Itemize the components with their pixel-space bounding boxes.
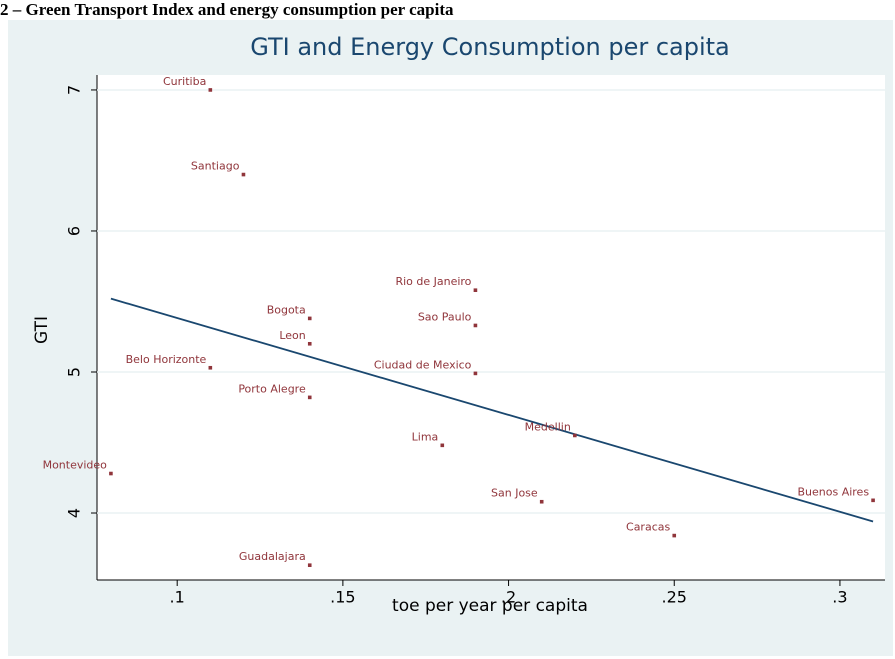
point	[573, 433, 577, 438]
point-label: Ciudad de Mexico	[374, 358, 472, 371]
x-tick-label: .25	[662, 588, 687, 607]
plot-area	[97, 75, 885, 580]
x-axis-label: toe per year per capita	[392, 596, 588, 616]
point	[208, 88, 213, 92]
y-tick-label: 7	[65, 85, 84, 95]
point-label: Curitiba	[163, 75, 206, 88]
point-label: Rio de Janeiro	[395, 275, 471, 288]
y-tick-label: 6	[65, 226, 84, 236]
point-label: Porto Alegre	[238, 382, 306, 395]
point-label: Caracas	[626, 521, 670, 534]
fit-line	[110, 297, 874, 523]
point	[208, 365, 213, 370]
point	[473, 371, 478, 376]
x-tick-label: .3	[832, 588, 847, 607]
point	[871, 498, 875, 503]
point	[473, 288, 478, 292]
point	[307, 395, 312, 400]
point	[440, 443, 445, 448]
x-tick-label: .1	[170, 588, 185, 607]
point-label: Buenos Aires	[797, 485, 869, 498]
y-axis-label: GTI	[32, 316, 52, 344]
point-label: Lima	[412, 430, 439, 443]
point-label: Montevideo	[43, 459, 108, 472]
point	[473, 323, 478, 328]
x-tick-label: .2	[501, 588, 516, 607]
point	[307, 316, 312, 321]
point-label: Santiago	[191, 160, 240, 173]
caption: 2 – Green Transport Index and energy con…	[0, 0, 454, 19]
point-label: Leon	[279, 329, 305, 342]
point-label: Bogota	[267, 303, 306, 316]
point-label: Belo Horizonte	[126, 353, 207, 366]
point	[307, 341, 312, 346]
y-tick-label: 4	[65, 508, 84, 518]
point	[307, 563, 312, 567]
chart-title: GTI and Energy Consumption per capita	[250, 33, 730, 61]
x-tick-label: .15	[330, 588, 355, 607]
point	[109, 471, 113, 476]
point	[539, 499, 544, 504]
point-label: San Jose	[491, 487, 538, 500]
point-label: Medellin	[525, 420, 571, 433]
point	[241, 172, 246, 177]
point-label: Guadalajara	[239, 550, 306, 563]
point-label: Sao Paulo	[418, 310, 472, 323]
point	[672, 533, 677, 538]
y-tick-label: 5	[65, 367, 84, 377]
